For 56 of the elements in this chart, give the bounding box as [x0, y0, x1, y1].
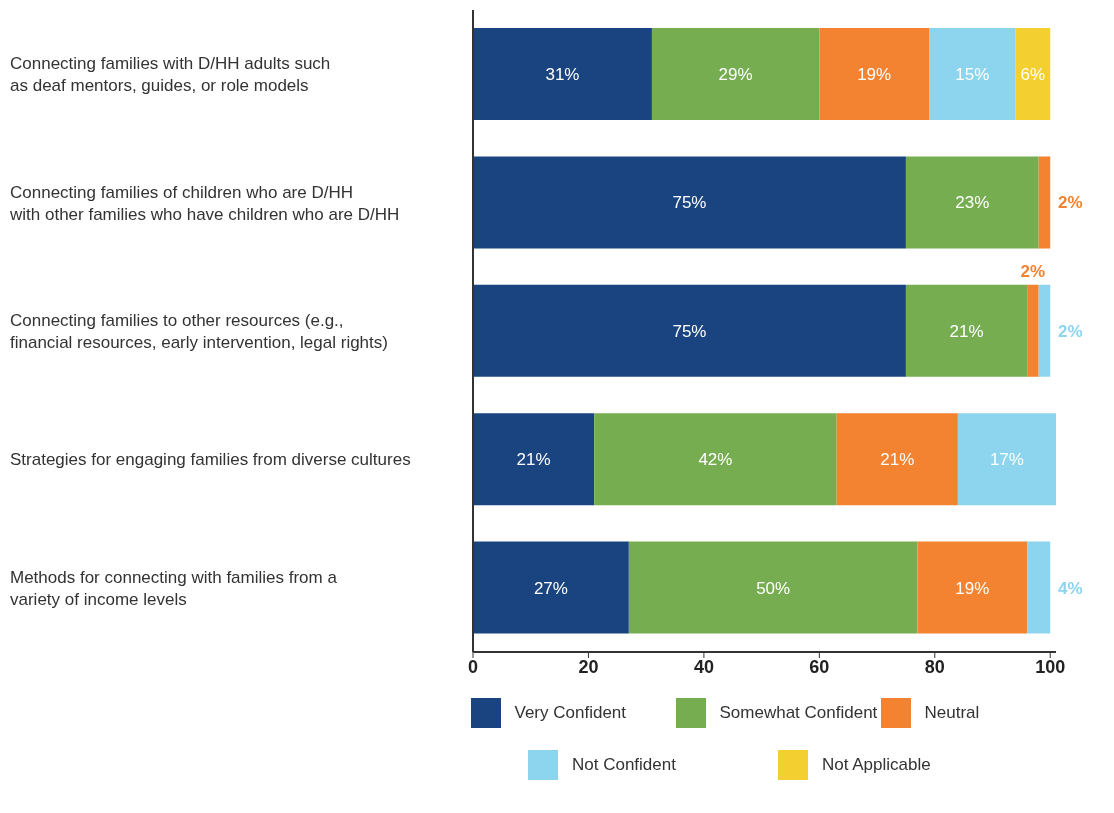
data-label: 4%: [1058, 578, 1083, 598]
data-label: 15%: [955, 64, 990, 84]
x-tick-label: 20: [578, 656, 599, 677]
data-label: 75%: [672, 193, 707, 213]
data-label: 2%: [1058, 321, 1083, 341]
legend-label: Neutral: [924, 703, 980, 723]
bar: [1038, 284, 1051, 377]
data-label: 2%: [1058, 193, 1083, 213]
bar: [473, 284, 906, 377]
bar: [917, 541, 1028, 634]
bar: [1015, 27, 1051, 120]
bar: [651, 27, 820, 120]
bar: [1027, 541, 1051, 634]
data-label: 2%: [1020, 261, 1046, 281]
bar: [905, 156, 1039, 249]
legend-label: Not Confident: [572, 755, 676, 775]
x-tick-label: 80: [924, 656, 945, 677]
legend-label: Not Applicable: [822, 755, 931, 775]
bar: [1038, 156, 1051, 249]
data-label: 31%: [545, 64, 580, 84]
y-tick-label: Methods for connecting with families from a variety of income levels: [10, 567, 338, 609]
bar: [473, 156, 906, 249]
bar: [473, 541, 629, 634]
data-label: 29%: [718, 64, 753, 84]
x-tick-label: 40: [693, 656, 714, 677]
legend-label: Somewhat Confident: [719, 703, 878, 723]
data-label: 6%: [1020, 64, 1046, 84]
data-label: 75%: [672, 321, 707, 341]
data-label: 27%: [533, 578, 568, 598]
bar: [628, 541, 918, 634]
data-label: 17%: [989, 450, 1024, 470]
y-tick-label: Connecting families with D/HH adults such as deaf mentors, guides, or role models: [10, 54, 331, 96]
bar: [957, 413, 1056, 506]
x-tick-label: 60: [809, 656, 830, 677]
bar: [1027, 284, 1039, 377]
bar: [594, 413, 837, 506]
x-tick-label: 0: [467, 656, 479, 677]
data-label: 42%: [698, 450, 733, 470]
y-tick-label: Strategies for engaging families from diverse cultures: [10, 450, 411, 470]
data-label: 19%: [955, 578, 990, 598]
data-label: 21%: [516, 450, 551, 470]
y-tick-label: Connecting families to other resources (e.g., financial resources, early intervention, legal rights): [10, 310, 388, 352]
data-label: 50%: [756, 578, 791, 598]
y-tick-label: Connecting families of children who are D/HH with other families who have children who are D/HH: [9, 182, 400, 224]
bar: [905, 284, 1028, 377]
bar: [929, 27, 1016, 120]
bar: [473, 27, 652, 120]
data-label: 19%: [857, 64, 892, 84]
data-label: 21%: [880, 450, 915, 470]
bar: [836, 413, 958, 506]
legend-label: Very Confident: [514, 703, 627, 723]
data-label: 21%: [949, 321, 984, 341]
bar: [819, 27, 930, 120]
bar: [473, 413, 595, 506]
data-label: 23%: [955, 193, 990, 213]
x-tick-label: 100: [1035, 656, 1066, 677]
